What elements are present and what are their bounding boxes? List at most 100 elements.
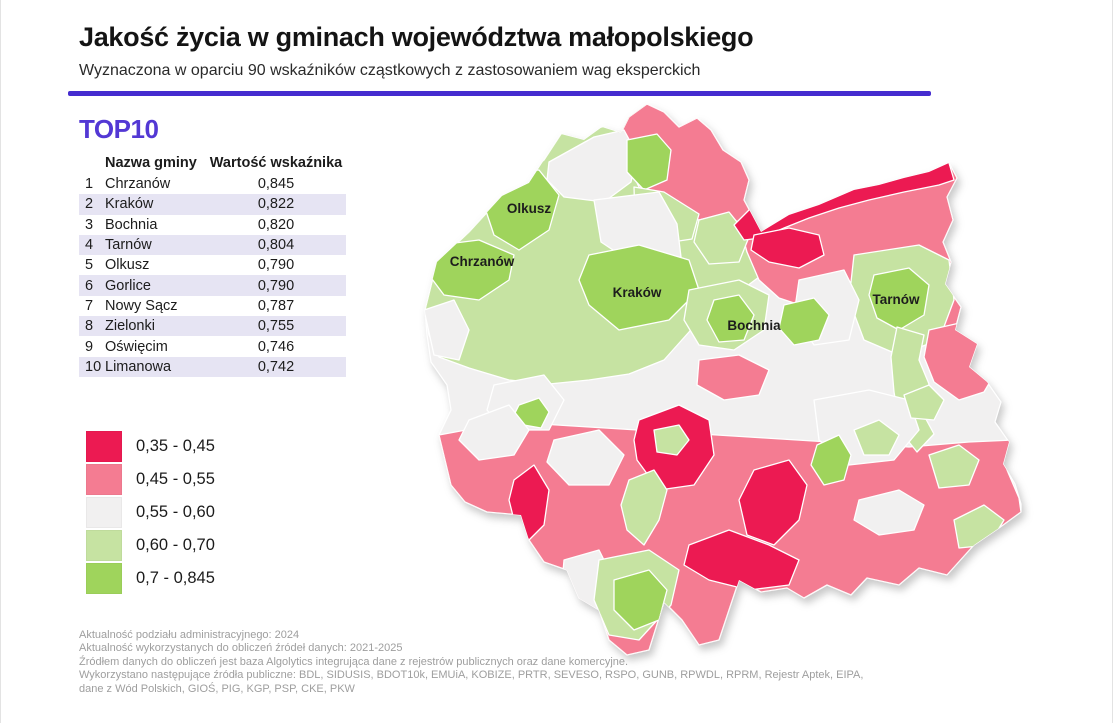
table-row: 10 Limanowa 0,742 xyxy=(79,356,346,377)
gmina-name-cell: Olkusz xyxy=(105,257,150,274)
indicator-value-cell: 0,790 xyxy=(257,257,295,274)
top10-header-row: Nazwa gminy Wartość wskaźnika xyxy=(79,152,346,174)
gmina-patch xyxy=(903,384,945,421)
indicator-value-cell: 0,787 xyxy=(257,297,295,314)
table-row: 4 Tarnów 0,804 xyxy=(79,234,346,256)
gmina-patches xyxy=(425,104,1021,655)
rank-cell: 3 xyxy=(85,216,94,233)
value-column-header: Wartość wskaźnika xyxy=(209,155,343,171)
gmina-krakow xyxy=(578,244,700,331)
footer-line: Wykorzystano następujące źródła publiczn… xyxy=(79,669,864,682)
gmina-patch xyxy=(853,489,925,536)
legend-swatch xyxy=(86,497,122,528)
gmina-name-cell: Chrzanów xyxy=(105,176,171,193)
table-row: 5 Olkusz 0,790 xyxy=(79,255,346,275)
gmina-bochnia xyxy=(706,294,755,343)
city-labels: Olkusz Chrzanów Kraków Bochnia Tarnów xyxy=(450,201,920,333)
page-title: Jakość życia w gminach województwa małop… xyxy=(79,22,754,52)
indicator-value-cell: 0,742 xyxy=(257,358,295,375)
footer-line: Źródłem danych do obliczeń jest baza Alg… xyxy=(79,655,629,668)
city-label-bochnia: Bochnia xyxy=(727,318,781,333)
accent-rule xyxy=(68,91,931,96)
legend: 0,35 - 0,45 0,45 - 0,55 0,55 - 0,60 0,60 - … xyxy=(86,430,215,595)
gmina-patch xyxy=(778,297,830,346)
page-subtitle: Wyznaczona w oparciu 90 wskaźników cząst… xyxy=(79,62,701,79)
legend-item: 0,35 - 0,45 xyxy=(86,430,215,463)
legend-label: 0,35 - 0,45 xyxy=(136,437,215,455)
city-label-olkusz: Olkusz xyxy=(507,201,552,216)
gmina-patch xyxy=(750,227,825,269)
gmina-name-cell: Nowy Sącz xyxy=(105,297,178,314)
indicator-value-cell: 0,746 xyxy=(257,338,295,355)
gmina-patch xyxy=(620,469,668,546)
indicator-value-cell: 0,845 xyxy=(257,176,295,193)
table-row: 6 Gorlice 0,790 xyxy=(79,275,346,296)
footer-line: Aktualność wykorzystanych do obliczeń źr… xyxy=(79,642,403,655)
legend-item: 0,45 - 0,55 xyxy=(86,463,215,496)
rank-cell: 9 xyxy=(85,338,94,355)
legend-item: 0,60 - 0,70 xyxy=(86,529,215,562)
gmina-patch xyxy=(928,444,980,489)
footer-line: dane z Wód Polskich, GIOŚ, PIG, KGP, PSP… xyxy=(79,682,355,695)
legend-label: 0,60 - 0,70 xyxy=(136,536,215,554)
name-column-header: Nazwa gminy xyxy=(105,155,197,171)
gmina-patch xyxy=(626,133,672,191)
table-row: 1 Chrzanów 0,845 xyxy=(79,174,346,194)
city-label-chrzanow: Chrzanów xyxy=(450,254,515,269)
legend-swatch xyxy=(86,563,122,594)
gmina-patch xyxy=(458,404,530,461)
gmina-tarnow xyxy=(868,267,930,331)
rank-cell: 10 xyxy=(85,358,102,375)
top10-table: Nazwa gminy Wartość wskaźnika 1 Chrzanów 0… xyxy=(79,152,346,377)
footer-notes: Aktualność podziału administracyjnego: 2… xyxy=(79,629,863,696)
top10-body: 1 Chrzanów 0,845 2 Kraków 0,822 3 Bochnia 0,820 4… xyxy=(79,174,346,377)
gmina-name-cell: Limanowa xyxy=(105,358,172,375)
legend-swatch xyxy=(86,431,122,462)
indicator-value-cell: 0,822 xyxy=(257,196,295,213)
choropleth-map: Olkusz Chrzanów Kraków Bochnia Tarnów xyxy=(424,103,1022,656)
rank-cell: 2 xyxy=(85,196,94,213)
gmina-name-cell: Kraków xyxy=(105,196,154,213)
rank-cell: 8 xyxy=(85,318,94,335)
legend-label: 0,7 - 0,845 xyxy=(136,569,215,587)
rank-cell: 6 xyxy=(85,277,94,294)
gmina-patch xyxy=(653,424,690,456)
gmina-patch xyxy=(810,434,852,486)
rank-cell: 1 xyxy=(85,176,94,193)
footer-line: Aktualność podziału administracyjnego: 2… xyxy=(79,629,300,641)
gmina-name-cell: Gorlice xyxy=(105,277,151,294)
gmina-name-cell: Bochnia xyxy=(105,216,158,233)
city-label-krakow: Kraków xyxy=(613,285,662,300)
gmina-patch xyxy=(738,459,808,546)
legend-swatch xyxy=(86,530,122,561)
top10-title: TOP10 xyxy=(79,114,159,144)
table-row: 2 Kraków 0,822 xyxy=(79,194,346,215)
city-label-tarnow: Tarnów xyxy=(873,292,920,307)
table-row: 3 Bochnia 0,820 xyxy=(79,215,346,235)
legend-label: 0,55 - 0,60 xyxy=(136,503,215,521)
legend-item: 0,55 - 0,60 xyxy=(86,496,215,529)
legend-label: 0,45 - 0,55 xyxy=(136,470,215,488)
legend-swatch xyxy=(86,464,122,495)
rank-cell: 4 xyxy=(85,237,94,254)
gmina-patch xyxy=(425,299,470,361)
legend-item: 0,7 - 0,845 xyxy=(86,562,215,595)
gmina-patch xyxy=(546,429,625,486)
gmina-patch xyxy=(546,129,638,203)
table-row: 9 Oświęcim 0,746 xyxy=(79,336,346,356)
indicator-value-cell: 0,820 xyxy=(257,216,295,233)
indicator-value-cell: 0,790 xyxy=(257,277,295,294)
gmina-patch xyxy=(853,419,900,456)
map-land: Olkusz Chrzanów Kraków Bochnia Tarnów xyxy=(424,103,1022,656)
gmina-patch xyxy=(696,354,770,401)
rank-cell: 5 xyxy=(85,257,94,274)
gmina-name-cell: Tarnów xyxy=(105,237,152,254)
table-row: 7 Nowy Sącz 0,787 xyxy=(79,296,346,316)
gmina-patch xyxy=(683,529,800,591)
indicator-value-cell: 0,755 xyxy=(257,318,295,335)
gmina-name-cell: Zielonki xyxy=(105,318,155,335)
indicator-value-cell: 0,804 xyxy=(257,237,295,254)
gmina-name-cell: Oświęcim xyxy=(105,338,168,355)
table-row: 8 Zielonki 0,755 xyxy=(79,316,346,337)
